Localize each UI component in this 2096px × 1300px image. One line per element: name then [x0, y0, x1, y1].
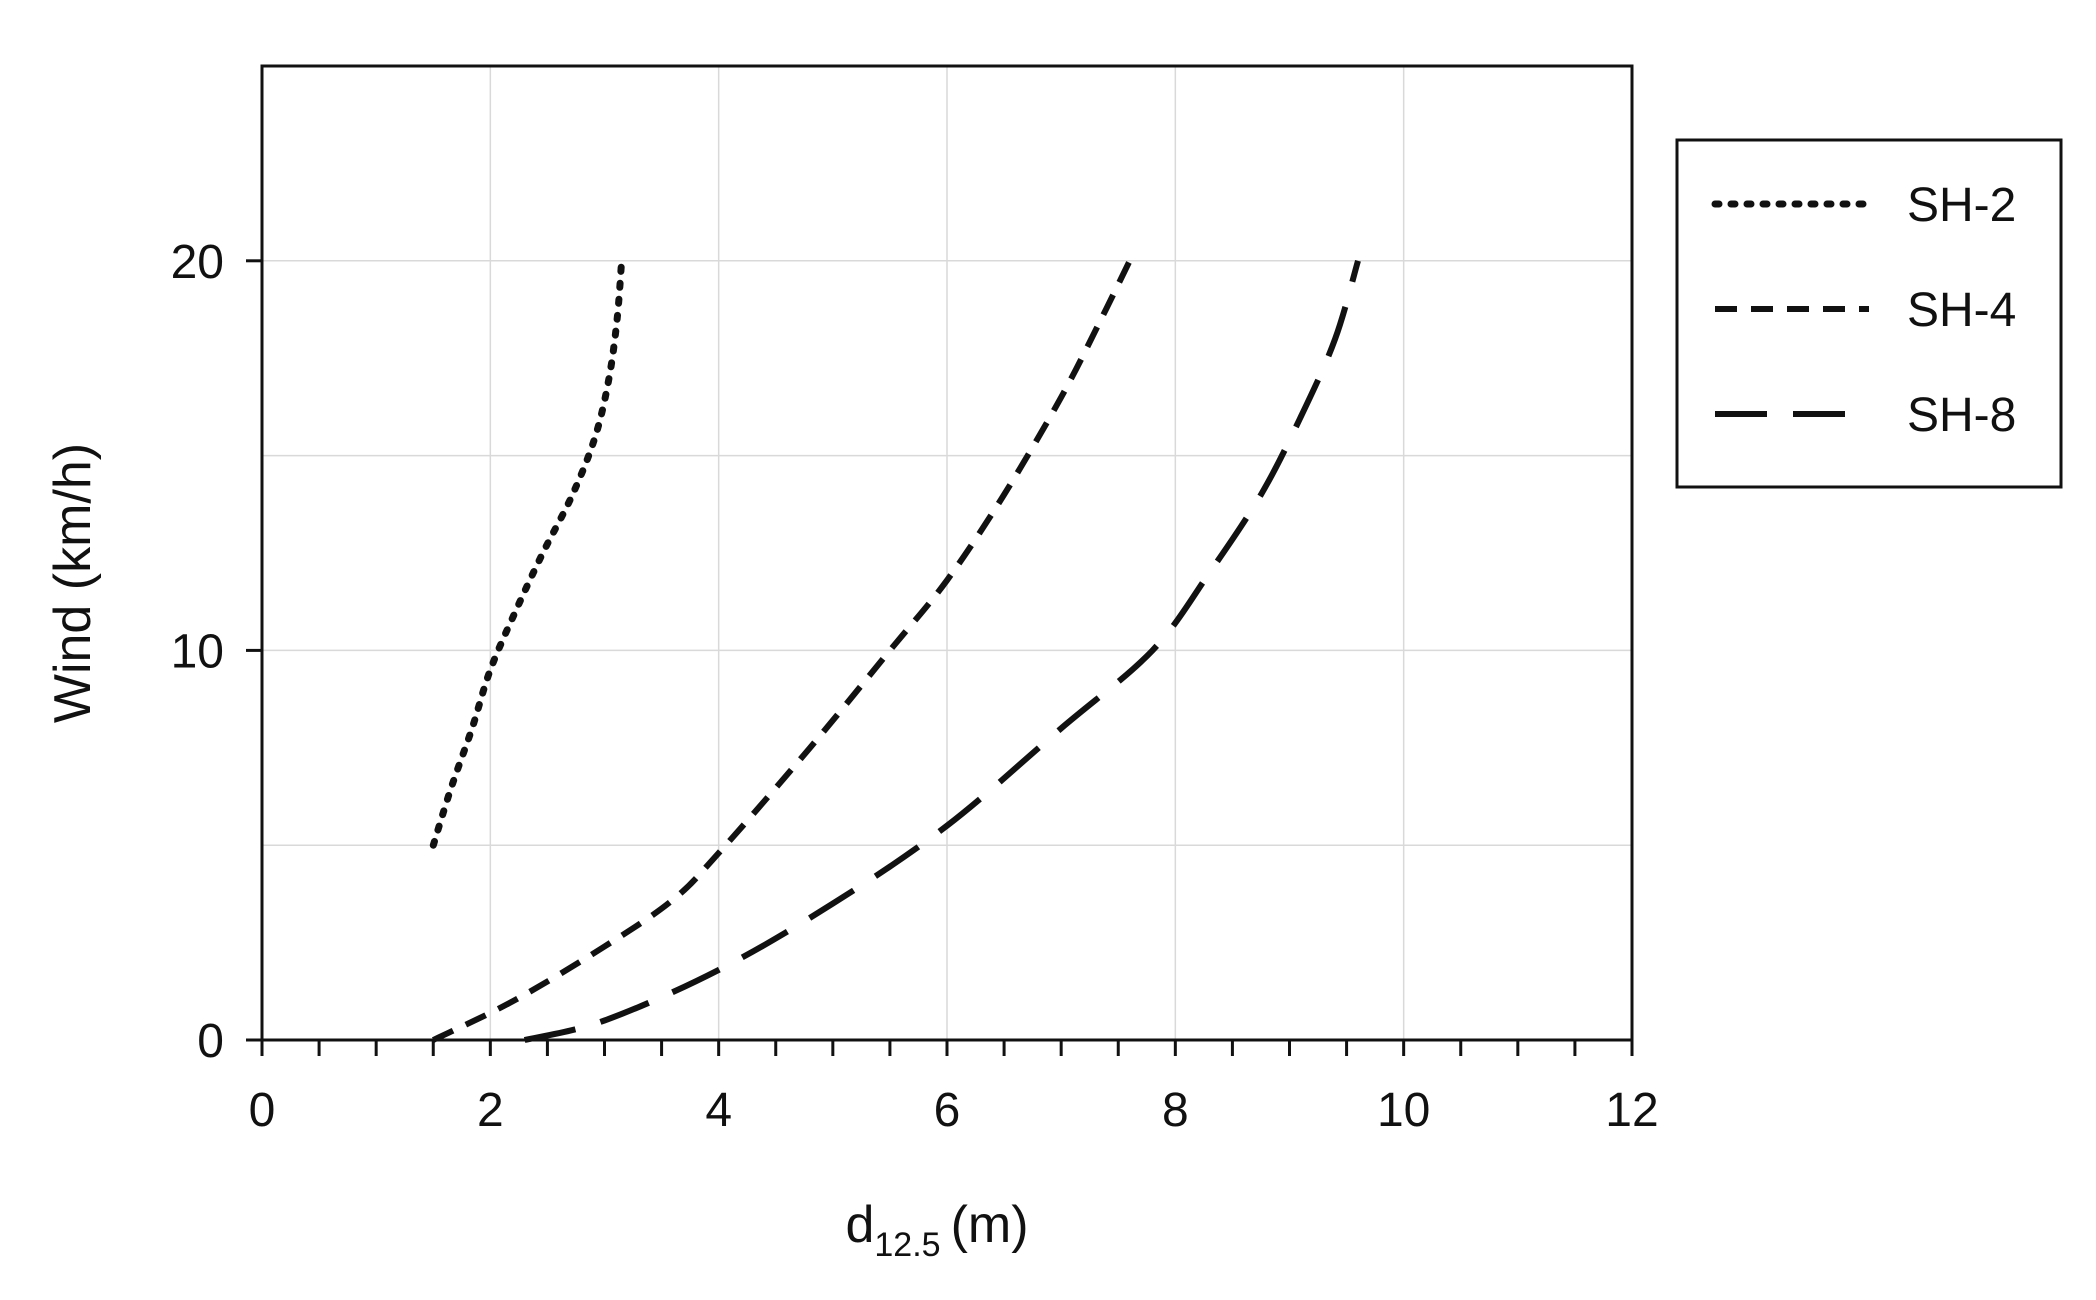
x-tick-label: 8	[1162, 1084, 1189, 1137]
x-axis-title-subscript: 12.5	[874, 1226, 940, 1264]
y-tick-label: 20	[171, 236, 224, 289]
tick-labels: 0 2 4 6 8 10 12 0 10 20	[171, 236, 1659, 1137]
y-tick-label: 0	[197, 1015, 224, 1068]
legend-label-sh-4: SH-4	[1907, 284, 2016, 337]
x-tick-label: 6	[934, 1084, 961, 1137]
x-axis-title-unit: (m)	[951, 1196, 1029, 1254]
series-lines	[429, 257, 1361, 1043]
legend-box	[1675, 138, 2063, 489]
series-line-sh-4	[431, 259, 1133, 1043]
series-line-sh-8	[523, 259, 1361, 1043]
x-tick-label: 0	[249, 1084, 276, 1137]
x-tick-label: 12	[1605, 1084, 1658, 1137]
x-tick-label: 10	[1377, 1084, 1430, 1137]
x-tick-label: 4	[705, 1084, 732, 1137]
grid-lines	[262, 66, 1632, 1040]
axis-ticks	[246, 259, 1634, 1056]
legend: SH-2 SH-4 SH-8	[1675, 138, 2063, 489]
legend-label-sh-8: SH-8	[1907, 389, 2016, 442]
y-tick-label: 10	[171, 625, 224, 678]
x-axis-title-main: d	[845, 1196, 874, 1254]
x-tick-label: 2	[477, 1084, 504, 1137]
y-axis-title: Wind (km/h)	[44, 443, 102, 723]
legend-label-sh-2: SH-2	[1907, 179, 2016, 232]
x-axis-title: d12.5 (m)	[845, 1196, 1028, 1264]
series-line-sh-2	[429, 257, 626, 849]
